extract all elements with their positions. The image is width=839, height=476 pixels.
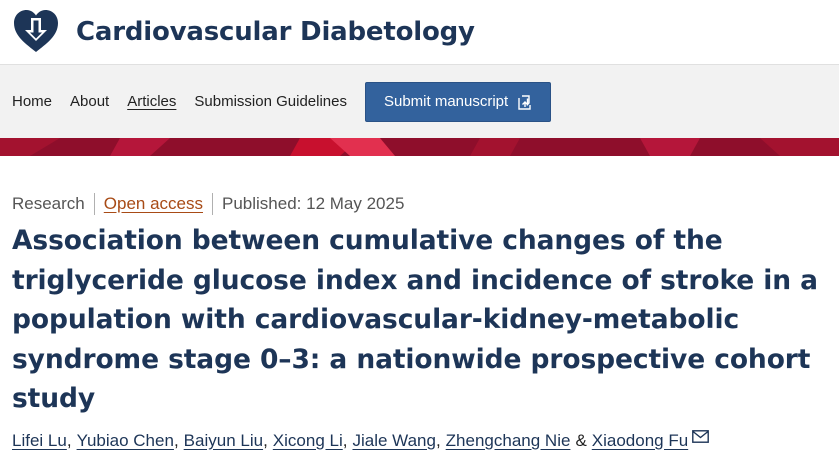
external-link-icon	[518, 94, 531, 110]
author-link[interactable]: Jiale Wang	[352, 430, 436, 450]
submit-manuscript-button[interactable]: Submit manuscript	[364, 81, 552, 122]
journal-title[interactable]: Cardiovascular Diabetology	[76, 17, 475, 47]
published-date: Published: 12 May 2025	[222, 194, 405, 213]
article-meta: Research Open access Published: 12 May 2…	[12, 192, 827, 216]
author-link[interactable]: Yubiao Chen	[76, 430, 174, 450]
article-header: Research Open access Published: 12 May 2…	[0, 192, 839, 451]
meta-divider	[93, 193, 95, 215]
open-access-link[interactable]: Open access	[103, 194, 203, 213]
author-link[interactable]: Xicong Li	[272, 430, 343, 450]
author-list: Lifei Lu, Yubiao Chen, Baiyun Liu, Xicon…	[12, 430, 827, 451]
submit-manuscript-label: Submit manuscript	[383, 93, 509, 110]
heart-arrow-logo-icon[interactable]	[12, 8, 60, 56]
meta-divider	[212, 193, 213, 215]
author-link[interactable]: Zhengchang Nie	[445, 430, 571, 450]
article-title: Association between cumulative changes o…	[12, 225, 818, 414]
author-link[interactable]: Baiyun Liu	[183, 430, 264, 450]
main-navigation: Home About Articles Submission Guideline…	[0, 64, 839, 138]
author-separator: ,	[173, 430, 179, 450]
author-separator: ,	[263, 430, 268, 450]
nav-home[interactable]: Home	[12, 93, 53, 110]
author-link[interactable]: Xiaodong Fu	[591, 430, 689, 450]
author-separator: ,	[342, 430, 348, 450]
article-type: Research	[12, 194, 85, 213]
nav-articles[interactable]: Articles	[127, 93, 177, 110]
author-link[interactable]: Lifei Lu	[12, 430, 67, 450]
nav-submission-guidelines[interactable]: Submission Guidelines	[194, 93, 347, 110]
author-separator: ,	[435, 430, 441, 450]
journal-header: Cardiovascular Diabetology	[0, 0, 839, 64]
email-icon[interactable]	[692, 430, 710, 443]
decorative-banner	[0, 138, 839, 156]
author-separator: ,	[66, 430, 72, 450]
author-conjunction: &	[575, 430, 587, 450]
nav-about[interactable]: About	[70, 93, 110, 110]
